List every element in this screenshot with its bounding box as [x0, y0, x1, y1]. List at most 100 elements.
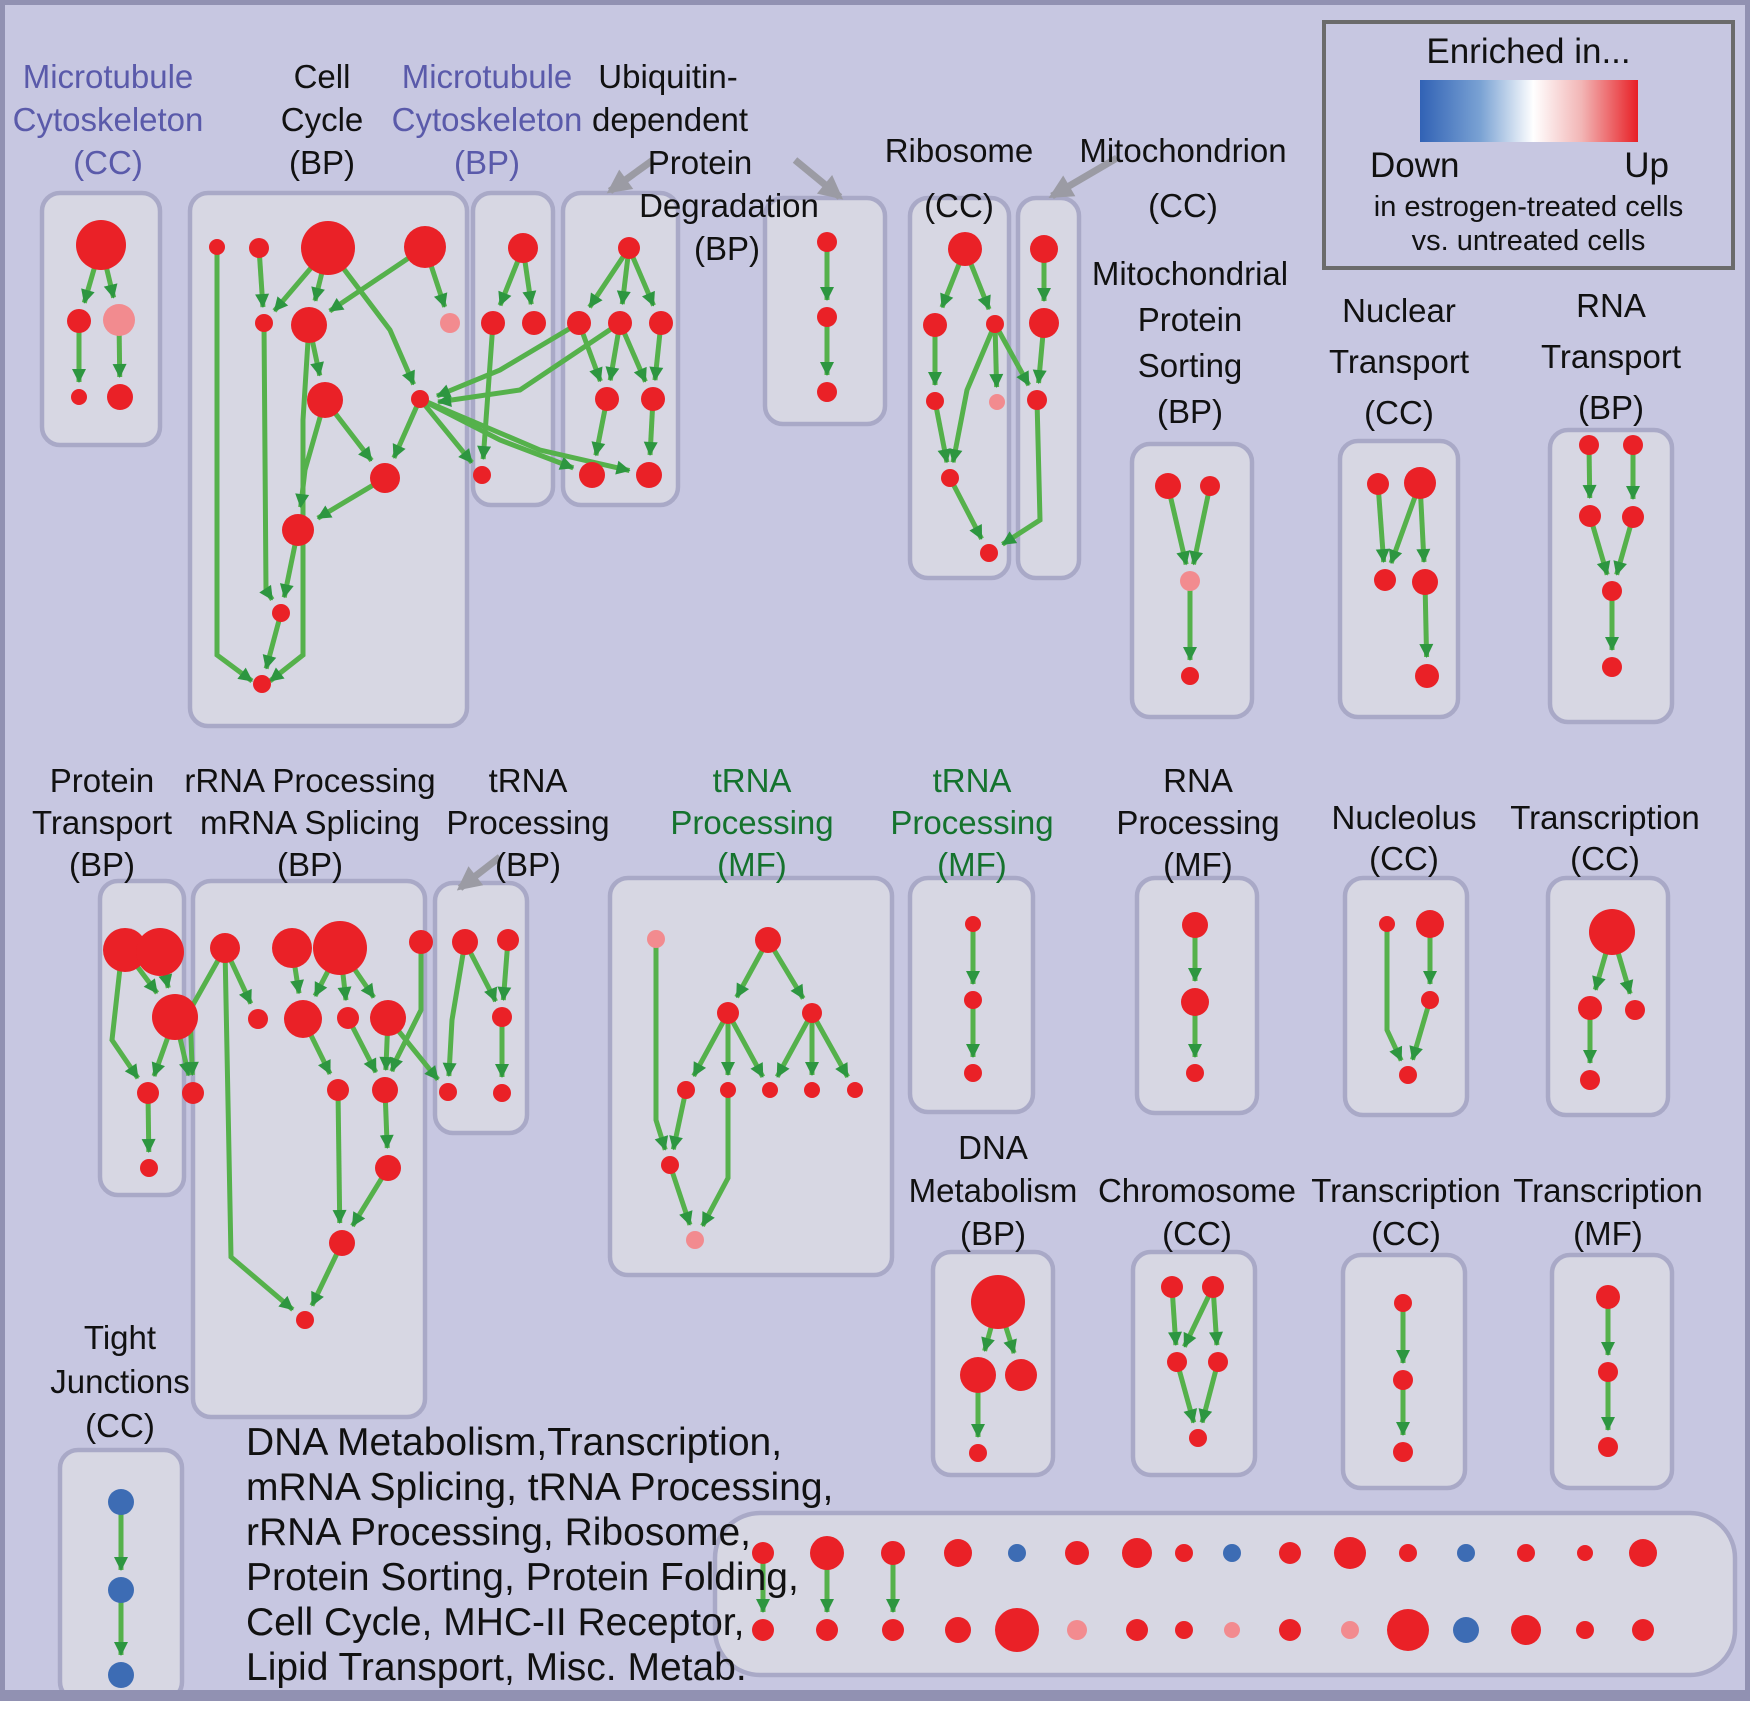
- cluster-transcription-cc-label: (CC): [1570, 840, 1640, 877]
- gene-set-node: [71, 389, 87, 405]
- gene-set-node: [508, 233, 538, 263]
- cluster-cell-cycle-bp-label: Cycle: [281, 101, 364, 138]
- cluster-rna-transport-bp-label: Transport: [1541, 338, 1681, 375]
- cluster-microtubule-cytoskeleton-cc-label: (CC): [73, 144, 143, 181]
- cluster-tight-junctions-cc-label: Junctions: [50, 1363, 189, 1400]
- gene-set-node: [1412, 569, 1438, 595]
- edge-arrow: [109, 949, 140, 1080]
- gene-set-node: [647, 930, 665, 948]
- gene-set-node: [282, 514, 314, 546]
- gene-set-node: [1029, 308, 1059, 338]
- gene-set-node: [1379, 916, 1395, 932]
- gene-set-node: [1596, 1285, 1620, 1309]
- cluster-microtubule-cytoskeleton-bp-label: Cytoskeleton: [392, 101, 583, 138]
- gene-set-node: [411, 390, 429, 408]
- cluster-microtubule-cytoskeleton-bp-box: [470, 190, 556, 508]
- edge-arrow: [809, 1011, 850, 1079]
- edge-arrow: [1409, 999, 1433, 1061]
- cluster-ribosome-cc-label: (CC): [924, 187, 994, 224]
- gene-set-node: [1598, 1437, 1618, 1457]
- gene-set-node: [1579, 435, 1599, 455]
- gene-set-node: [1629, 1539, 1657, 1567]
- edge-arrow: [1384, 924, 1404, 1062]
- gene-set-node: [1393, 1442, 1413, 1462]
- edge-arrow: [989, 323, 1004, 389]
- gene-set-node: [1067, 1620, 1087, 1640]
- annotation-line: Cell Cycle, MHC-II Receptor,: [246, 1601, 745, 1644]
- gene-set-node: [1399, 1066, 1417, 1084]
- gene-set-node: [969, 1444, 987, 1462]
- gene-set-node: [137, 1082, 159, 1104]
- cluster-nuclear-transport-cc-label: Nuclear: [1342, 292, 1456, 329]
- gene-set-node: [618, 237, 640, 259]
- gene-set-node: [1404, 467, 1436, 499]
- gene-set-node: [473, 466, 491, 484]
- gene-set-node: [1622, 506, 1644, 528]
- cluster-microtubule-cytoskeleton-bp-label: (BP): [454, 144, 520, 181]
- gene-set-node: [816, 1619, 838, 1641]
- edge-arrow: [1001, 399, 1043, 547]
- gene-set-node: [1279, 1542, 1301, 1564]
- cluster-transcription-mf-label: Transcription: [1513, 1172, 1703, 1209]
- gene-set-node: [567, 311, 591, 335]
- gene-set-node: [108, 1662, 134, 1688]
- legend-title: Enriched in...: [1426, 32, 1631, 71]
- edge-arrow: [669, 1089, 689, 1151]
- label-pointer-arrow: [792, 157, 844, 200]
- gene-set-node: [182, 1082, 204, 1104]
- gene-set-node: [995, 1608, 1039, 1652]
- gene-set-node: [1202, 1276, 1224, 1298]
- cluster-cell-cycle-bp-label: Cell: [294, 58, 351, 95]
- gene-set-node: [272, 604, 290, 622]
- edge-arrow: [1174, 1361, 1198, 1424]
- gene-set-node: [608, 311, 632, 335]
- cluster-rna-processing-mf-label: RNA: [1163, 762, 1233, 799]
- gene-set-node: [1578, 996, 1602, 1020]
- edge-arrow: [436, 320, 581, 399]
- gene-set-node: [1155, 473, 1181, 499]
- cluster-trna-processing-mf-2-label: Processing: [890, 804, 1053, 841]
- cluster-trna-processing-bp-label: Processing: [446, 804, 609, 841]
- gene-set-node: [677, 1081, 695, 1099]
- cluster-transcription-mf-label: (MF): [1573, 1215, 1643, 1252]
- gene-set-node: [1367, 473, 1389, 495]
- cluster-transcription-cc-label: Transcription: [1510, 799, 1700, 836]
- gene-set-node: [810, 1536, 844, 1570]
- gene-set-node: [255, 314, 273, 332]
- gene-set-node: [980, 544, 998, 562]
- cluster-transcription-cc-2-label: Transcription: [1311, 1172, 1501, 1209]
- gene-set-node: [755, 927, 781, 953]
- gene-set-node: [636, 462, 662, 488]
- edge-arrow: [295, 399, 328, 509]
- gene-set-node: [409, 930, 433, 954]
- cluster-rrna-processing-mrna-splicing-bp-label: rRNA Processing: [184, 762, 435, 799]
- cluster-nuclear-transport-cc-label: (CC): [1364, 394, 1434, 431]
- gene-set-node: [492, 1007, 512, 1027]
- gene-set-node: [1223, 1544, 1241, 1562]
- annotation-line: DNA Metabolism,Transcription,: [246, 1421, 783, 1464]
- gene-set-node: [1200, 476, 1220, 496]
- gene-set-node: [404, 226, 446, 268]
- cluster-trna-processing-mf-label: (MF): [717, 846, 787, 883]
- gene-set-node: [522, 311, 546, 335]
- gene-set-node: [370, 1000, 406, 1036]
- gene-set-node: [497, 929, 519, 951]
- label-pointer-arrow: [456, 854, 503, 891]
- annotation-line: Protein Sorting, Protein Folding,: [246, 1556, 799, 1599]
- gene-set-node: [327, 1079, 349, 1101]
- gene-set-node: [960, 1357, 996, 1393]
- gene-set-node: [1580, 1070, 1600, 1090]
- gene-set-node: [249, 238, 269, 258]
- edge-arrow: [1189, 485, 1213, 566]
- gene-set-node: [372, 1077, 398, 1103]
- gene-set-node: [926, 392, 944, 410]
- gene-set-node: [1005, 1359, 1037, 1391]
- gene-set-node: [272, 928, 312, 968]
- gene-set-node: [1161, 1276, 1183, 1298]
- gene-set-node: [923, 313, 947, 337]
- cluster-trna-processing-mf-2-label: tRNA: [933, 762, 1012, 799]
- gene-set-node: [1175, 1544, 1193, 1562]
- gene-set-node: [945, 1617, 971, 1643]
- cluster-protein-transport-bp-label: Transport: [32, 804, 172, 841]
